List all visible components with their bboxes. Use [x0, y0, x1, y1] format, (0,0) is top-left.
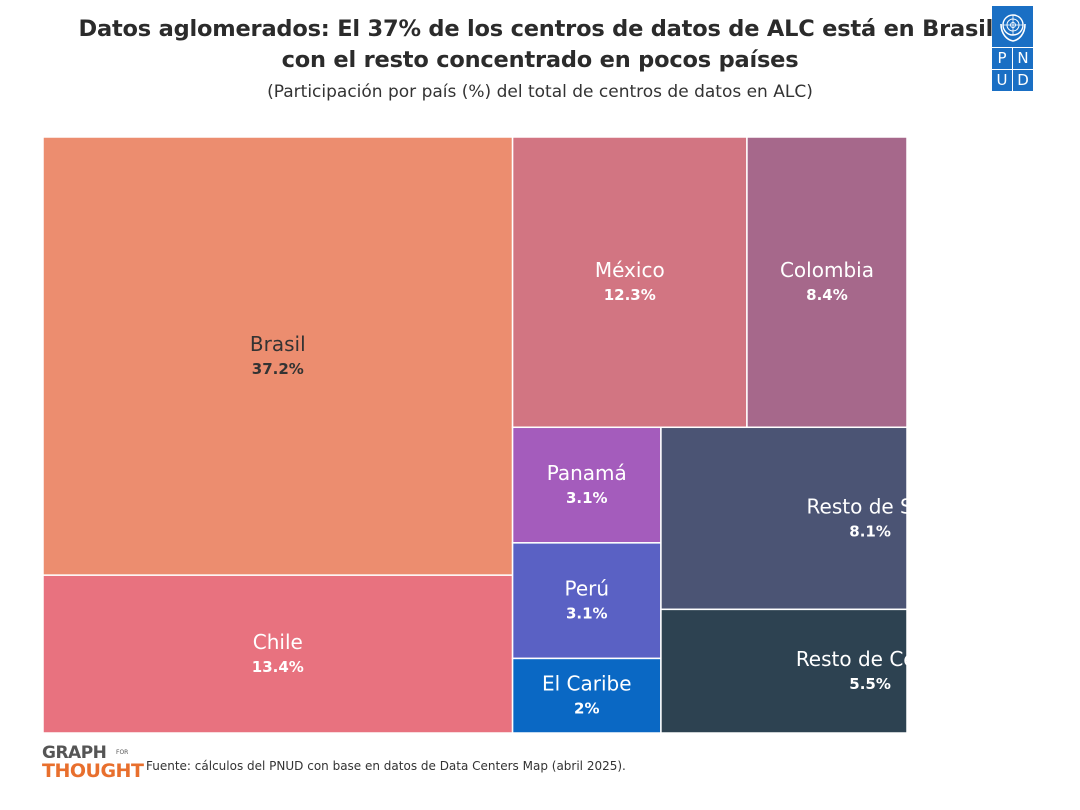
undp-letters: P N U D: [992, 48, 1033, 91]
tile-label-resto-de-centr: Resto de Centr: [796, 647, 945, 671]
tile-label-colombia: Colombia: [780, 258, 874, 282]
tile-rect-mexico: [511, 137, 748, 429]
logo-letter-p: P: [992, 48, 1012, 69]
treemap-tiles: Brasil 37.2% Chile 13.4% México 12.3% Colombia…: [43, 137, 945, 733]
chart-title: Datos aglomerados: El 37% de los centros…: [78, 16, 1002, 73]
tile-colombia: Colombia 8.4%: [746, 137, 907, 429]
brand-thought-text: THOUGHT: [42, 760, 144, 782]
tile-resto-de-centr: Resto de Centr 5.5%: [660, 608, 945, 733]
tile-label-resto-de-sur: Resto de Sur: [807, 494, 935, 518]
tile-label-brasil: Brasil: [250, 332, 306, 356]
tile-value-resto-de-centr: 5.5%: [849, 675, 891, 693]
chart-footer: GRAPH FOR THOUGHT Fuente: cálculos del P…: [42, 744, 942, 788]
tile-rect-colombia: [746, 137, 907, 429]
logo-letter-u: U: [992, 70, 1012, 91]
tile-label-peru: Perú: [564, 577, 609, 601]
tile-value-chile: 13.4%: [252, 658, 304, 676]
tile-value-mexico: 12.3%: [604, 286, 656, 304]
tile-value-brasil: 37.2%: [252, 360, 304, 378]
chart-header: Datos aglomerados: El 37% de los centros…: [0, 14, 1080, 102]
tile-rect-chile: [43, 574, 514, 733]
tile-brasil: Brasil 37.2%: [43, 137, 514, 576]
tile-value-resto-de-sur: 8.1%: [849, 522, 891, 540]
un-emblem-icon: [992, 6, 1033, 47]
tile-rect-peru: [511, 542, 662, 660]
tile-label-chile: Chile: [253, 630, 303, 654]
tile-value-panama: 3.1%: [566, 489, 608, 507]
tile-mexico: México 12.3%: [511, 137, 748, 429]
tile-resto-de-sur: Resto de Sur 8.1%: [660, 426, 935, 611]
tile-value-el-caribe: 2%: [574, 700, 599, 718]
tile-peru: Perú 3.1%: [511, 542, 662, 660]
tile-value-colombia: 8.4%: [806, 286, 848, 304]
source-note: Fuente: cálculos del PNUD con base en da…: [146, 759, 626, 773]
brand-graph-text: GRAPH: [42, 743, 107, 763]
tile-value-peru: 3.1%: [566, 605, 608, 623]
tile-panama: Panamá 3.1%: [511, 426, 662, 544]
graph-for-thought-logo: GRAPH FOR THOUGHT: [42, 743, 144, 782]
brand-for-text: FOR: [116, 749, 129, 756]
tile-label-panama: Panamá: [547, 461, 627, 485]
logo-letter-n: N: [1013, 48, 1033, 69]
tile-rect-resto-de-sur: [660, 426, 907, 611]
tile-chile: Chile 13.4%: [43, 574, 514, 733]
tile-label-mexico: México: [595, 258, 665, 282]
tile-rect-el-caribe: [511, 657, 662, 733]
undp-logo: P N U D: [992, 6, 1033, 91]
chart-subtitle: (Participación por país (%) del total de…: [267, 82, 813, 102]
logo-letter-d: D: [1013, 70, 1033, 91]
tile-label-el-caribe: El Caribe: [542, 672, 632, 696]
tile-el-caribe: El Caribe 2%: [511, 657, 662, 733]
tile-rect-resto-de-centr: [660, 608, 907, 733]
